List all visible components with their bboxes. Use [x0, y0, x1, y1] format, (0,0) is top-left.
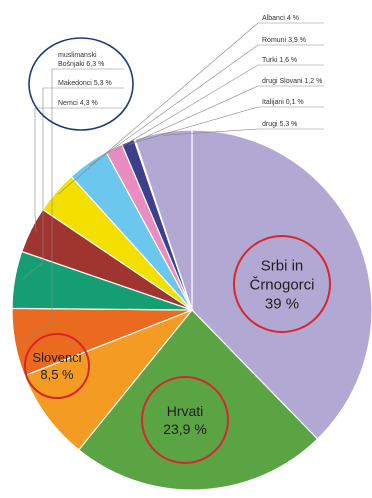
highlight-circle-srbi: [233, 235, 331, 333]
pie-slices: [11, 129, 372, 491]
callout-line-nemci: [34, 107, 124, 233]
callout-line-albanci: [58, 22, 324, 195]
pie-slice-slovenci: [23, 308, 194, 451]
callout-line-drugi_slovani: [128, 85, 324, 145]
slice-label-nemci-0: Nemci 4,3 %: [58, 100, 98, 107]
slice-label-muslimanski-1: Bošnjaki 6,3 %: [58, 61, 104, 68]
slice-label-drugi_slovani: drugi Slovani 1,2 %: [262, 78, 322, 85]
slice-label-srbi-2: 39 %: [265, 295, 299, 312]
slice-label-srbi-0: Srbi in: [261, 257, 304, 274]
callout-lines: [20, 22, 324, 342]
slice-label-turki: Turki 1,6 %: [262, 57, 297, 64]
slice-label-muslimanski-0: muslimanski: [58, 52, 97, 59]
callout-circle-left: [28, 37, 134, 131]
slice-label-hrvati-1: 23,9 %: [163, 421, 207, 437]
slice-label-italijani: Italijani 0,1 %: [262, 99, 304, 106]
highlight-circle-slovenci: [24, 333, 90, 399]
slice-label-romuni: Romuni 3,9 %: [262, 37, 306, 44]
slice-label-slovenci-1: 8,5 %: [40, 367, 74, 382]
callout-line-muslimanski: [20, 68, 124, 342]
slice-label-slovenci-0: Slovenci: [32, 350, 81, 365]
slice-label-albanci: Albanci 4 %: [262, 15, 299, 22]
pie-slice-srbi: [191, 129, 372, 440]
slice-labels: Srbi in Črnogorci 39 % Hrvati 23,9 % Slovenci…: [32, 15, 322, 437]
pie-slice-hrvati: [77, 309, 319, 491]
slice-label-drugi: drugi 5,3 %: [262, 121, 297, 128]
callout-line-drugi: [163, 128, 324, 136]
callout-line-romuni: [89, 44, 324, 166]
slice-label-makedonci-0: Makedonci 5,3 %: [58, 80, 112, 87]
callout-line-italijani: [135, 106, 324, 143]
callout-line-makedonci: [20, 87, 124, 281]
pie-slice-drugi: [134, 129, 193, 311]
slice-label-hrvati-0: Hrvati: [167, 403, 204, 419]
highlight-circles: [24, 37, 331, 464]
highlight-circle-hrvati: [141, 376, 229, 464]
callout-line-turki: [114, 64, 324, 151]
slice-label-srbi-1: Črnogorci: [249, 276, 314, 293]
